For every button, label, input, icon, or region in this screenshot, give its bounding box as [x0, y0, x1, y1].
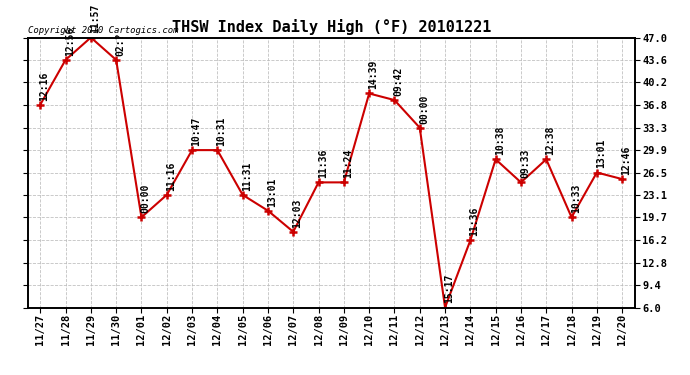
- Text: 11:31: 11:31: [241, 161, 252, 191]
- Text: 00:00: 00:00: [141, 184, 150, 213]
- Text: 09:42: 09:42: [393, 66, 404, 96]
- Text: 12:46: 12:46: [621, 146, 631, 175]
- Text: 12:16: 12:16: [39, 71, 50, 100]
- Text: 10:47: 10:47: [191, 117, 201, 146]
- Text: 12:38: 12:38: [545, 126, 555, 155]
- Text: 02:?: 02:?: [115, 32, 126, 56]
- Text: 09:33: 09:33: [520, 149, 530, 178]
- Text: 11:16: 11:16: [166, 161, 176, 191]
- Text: 13:01: 13:01: [596, 139, 606, 168]
- Text: 13:01: 13:01: [267, 177, 277, 207]
- Text: 10:38: 10:38: [495, 126, 505, 155]
- Text: 12:03: 12:03: [293, 198, 302, 228]
- Text: 15:17: 15:17: [444, 274, 454, 303]
- Text: 12:56: 12:56: [65, 26, 75, 56]
- Text: 10:33: 10:33: [571, 184, 581, 213]
- Text: Copyright 2010 Cartogics.com: Copyright 2010 Cartogics.com: [28, 26, 178, 35]
- Text: 00:00: 00:00: [419, 94, 429, 123]
- Title: THSW Index Daily High (°F) 20101221: THSW Index Daily High (°F) 20101221: [172, 19, 491, 35]
- Text: 14:39: 14:39: [368, 60, 378, 89]
- Text: 11:57: 11:57: [90, 4, 100, 33]
- Text: 11:24: 11:24: [343, 149, 353, 178]
- Text: 11:36: 11:36: [469, 207, 480, 236]
- Text: 10:31: 10:31: [217, 117, 226, 146]
- Text: 11:36: 11:36: [317, 149, 328, 178]
